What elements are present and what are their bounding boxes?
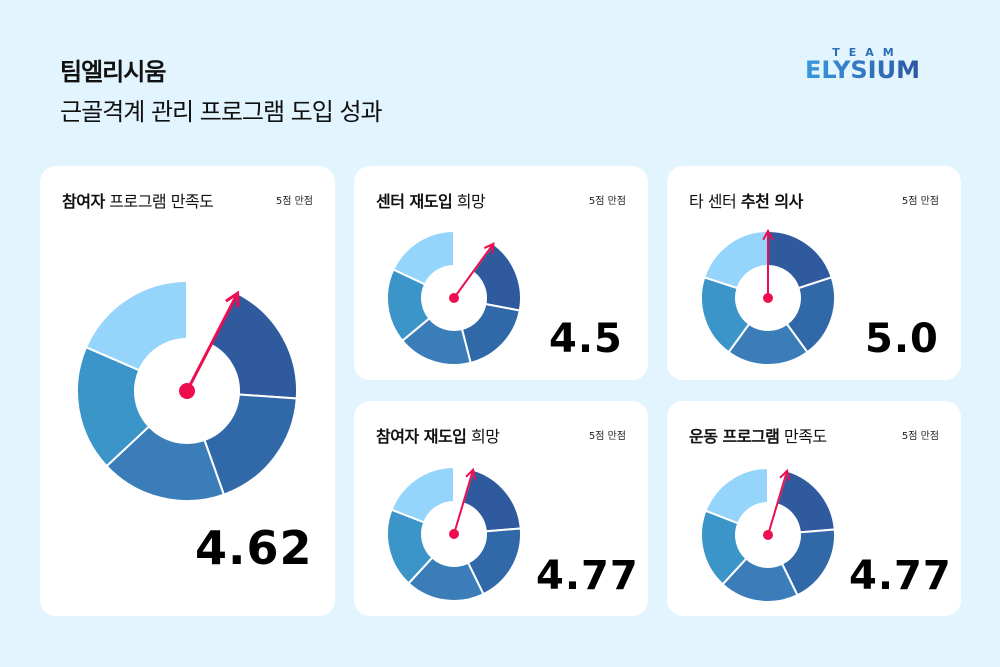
card-title-light: 만족도 — [783, 427, 827, 446]
needle-icon — [767, 470, 789, 536]
card-center-reintroduction: 센터 재도입 희망 5점 만점 4.5 — [354, 166, 648, 380]
max-score-label: 5점 만점 — [901, 431, 939, 442]
arrow-head-icon — [225, 290, 240, 308]
arrow-head-icon — [779, 468, 791, 481]
card-title: 운동 프로그램 만족도 — [689, 423, 827, 447]
needle-pivot-icon — [449, 293, 459, 303]
team-elysium-logo: TEAM ELYSIUM — [790, 46, 935, 82]
card-title: 참여자 재도입 희망 — [376, 423, 500, 447]
card-exercise-satisfaction: 운동 프로그램 만족도 5점 만점 4.77 — [667, 401, 961, 616]
max-score-label: 5점 만점 — [901, 196, 939, 207]
card-title-light: 타 센터 — [689, 192, 737, 211]
donut-gauge — [700, 228, 836, 366]
gauge-segment — [209, 291, 298, 400]
score-value: 4.5 — [549, 316, 623, 362]
card-participant-reintroduction: 참여자 재도입 희망 5점 만점 4.77 — [354, 401, 648, 616]
score-value: 4.62 — [195, 521, 313, 575]
score-value: 5.0 — [865, 316, 939, 362]
arrow-head-icon — [465, 467, 477, 480]
needle-icon — [453, 243, 495, 299]
gauge-segment — [704, 466, 769, 525]
donut-gauge — [76, 279, 298, 502]
logo-top-text: TEAM — [832, 46, 903, 59]
needle-pivot-icon — [179, 383, 195, 399]
max-score-label: 5점 만점 — [275, 196, 313, 207]
max-score-label: 5점 만점 — [588, 196, 626, 207]
card-program-satisfaction: 참여자 프로그램 만족도 5점 만점 4.62 — [40, 166, 335, 616]
card-title-bold: 센터 재도입 — [376, 192, 453, 211]
gauge-segment — [460, 302, 521, 365]
card-title-bold: 운동 프로그램 — [689, 427, 780, 446]
needle-pivot-icon — [763, 530, 773, 540]
score-value: 4.77 — [849, 553, 952, 599]
card-title-light: 희망 — [456, 192, 486, 211]
card-title-light: 희망 — [470, 427, 500, 446]
gauge-segment — [392, 229, 455, 286]
gauge-segment — [775, 469, 836, 534]
card-title-bold: 참여자 재도입 — [376, 427, 467, 446]
gauge-segment — [84, 279, 188, 372]
card-title: 센터 재도입 희망 — [376, 188, 486, 212]
needle-icon — [453, 469, 475, 535]
needle-pivot-icon — [449, 529, 459, 539]
card-title: 참여자 프로그램 만족도 — [62, 188, 214, 212]
gauge-segment — [703, 229, 769, 290]
card-title-bold: 추천 의사 — [740, 192, 803, 211]
score-value: 4.77 — [536, 553, 639, 599]
needle-pivot-icon — [763, 293, 773, 303]
donut-gauge — [386, 465, 522, 602]
page-subtitle: 근골격계 관리 프로그램 도입 성과 — [60, 98, 383, 126]
gauge-segment — [390, 465, 455, 524]
max-score-label: 5점 만점 — [588, 431, 626, 442]
card-title: 타 센터 추천 의사 — [689, 188, 803, 212]
arrow-head-icon — [762, 228, 774, 241]
gauge-segment — [461, 468, 522, 533]
needle-icon — [185, 292, 239, 392]
gauge-segment — [471, 242, 522, 312]
arrow-head-icon — [483, 242, 495, 254]
card-recommend-other-center: 타 센터 추천 의사 5점 만점 5.0 — [667, 166, 961, 380]
card-title-bold: 참여자 — [62, 192, 105, 211]
brand-name: 팀엘리시움 — [60, 58, 166, 86]
donut-gauge — [700, 466, 836, 603]
card-title-light: 프로그램 만족도 — [109, 192, 214, 211]
donut-gauge — [386, 229, 522, 366]
logo-main-text: ELYSIUM — [790, 58, 935, 82]
